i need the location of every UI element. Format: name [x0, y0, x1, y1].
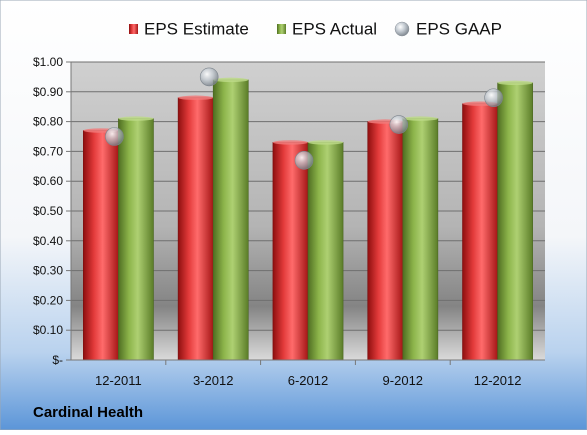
legend-label-actual: EPS Actual: [292, 20, 377, 39]
legend-swatch-gaap: [394, 21, 410, 37]
estimate-bar: [462, 103, 498, 361]
actual-bar-cap: [213, 77, 249, 83]
actual-bar-cap: [308, 140, 344, 145]
y-tick-label: $0.90: [33, 85, 63, 99]
y-tick-label: $0.10: [33, 323, 63, 337]
y-tick-label: $1.00: [33, 55, 63, 69]
x-tick-label: 12-2011: [95, 373, 142, 388]
company-name: Cardinal Health: [33, 404, 143, 421]
y-tick-label: $0.70: [33, 144, 63, 158]
x-tick-label: 6-2012: [288, 373, 328, 388]
legend-item-actual: EPS Actual: [277, 20, 377, 39]
legend-label-gaap: EPS GAAP: [416, 20, 502, 39]
gaap-marker: [389, 115, 409, 134]
actual-bar: [307, 142, 344, 361]
actual-bar: [212, 79, 249, 361]
x-tick-label: 3-2012: [193, 373, 233, 388]
legend-swatch-estimate: [129, 24, 138, 34]
gaap-marker: [294, 151, 314, 170]
actual-bar-cap: [402, 116, 438, 121]
estimate-bar-cap: [272, 140, 308, 145]
y-axis: $- $0.10 $0.20 $0.30 $0.40 $0.50 $0.60 $0.70 $0.…: [33, 55, 72, 367]
actual-bar: [118, 118, 154, 361]
y-tick-label: $0.30: [33, 264, 63, 278]
x-tick-label: 12-2012: [474, 373, 522, 388]
y-tick-label: $-: [52, 353, 63, 367]
estimate-bar-cap: [178, 95, 214, 100]
x-axis: 12-2011 3-2012 6-2012 9-2012 12-2012: [71, 359, 545, 388]
legend-item-gaap: EPS GAAP: [394, 20, 502, 39]
bars: [83, 77, 533, 361]
legend-swatch-actual: [277, 24, 286, 34]
actual-bar-cap: [118, 116, 154, 121]
y-tick-label: $0.80: [33, 115, 63, 129]
estimate-bar: [367, 121, 404, 361]
actual-bar: [402, 118, 439, 361]
y-tick-label: $0.40: [33, 234, 63, 248]
gaap-marker: [199, 67, 219, 87]
legend: EPS Estimate EPS Actual EPS GAAP: [129, 20, 502, 39]
estimate-bar: [83, 130, 119, 361]
estimate-bar: [177, 97, 214, 361]
estimate-bar: [272, 142, 309, 361]
gaap-marker: [105, 127, 124, 146]
actual-bar-cap: [497, 80, 533, 86]
legend-item-estimate: EPS Estimate: [129, 20, 249, 39]
y-tick-label: $0.20: [33, 293, 63, 307]
actual-bar: [497, 82, 533, 361]
gaap-markers: [105, 67, 503, 170]
x-tick-label: 9-2012: [383, 373, 423, 388]
legend-label-estimate: EPS Estimate: [144, 20, 249, 39]
y-tick-label: $0.50: [33, 204, 63, 218]
gaap-marker: [484, 88, 503, 108]
y-tick-label: $0.60: [33, 174, 63, 188]
